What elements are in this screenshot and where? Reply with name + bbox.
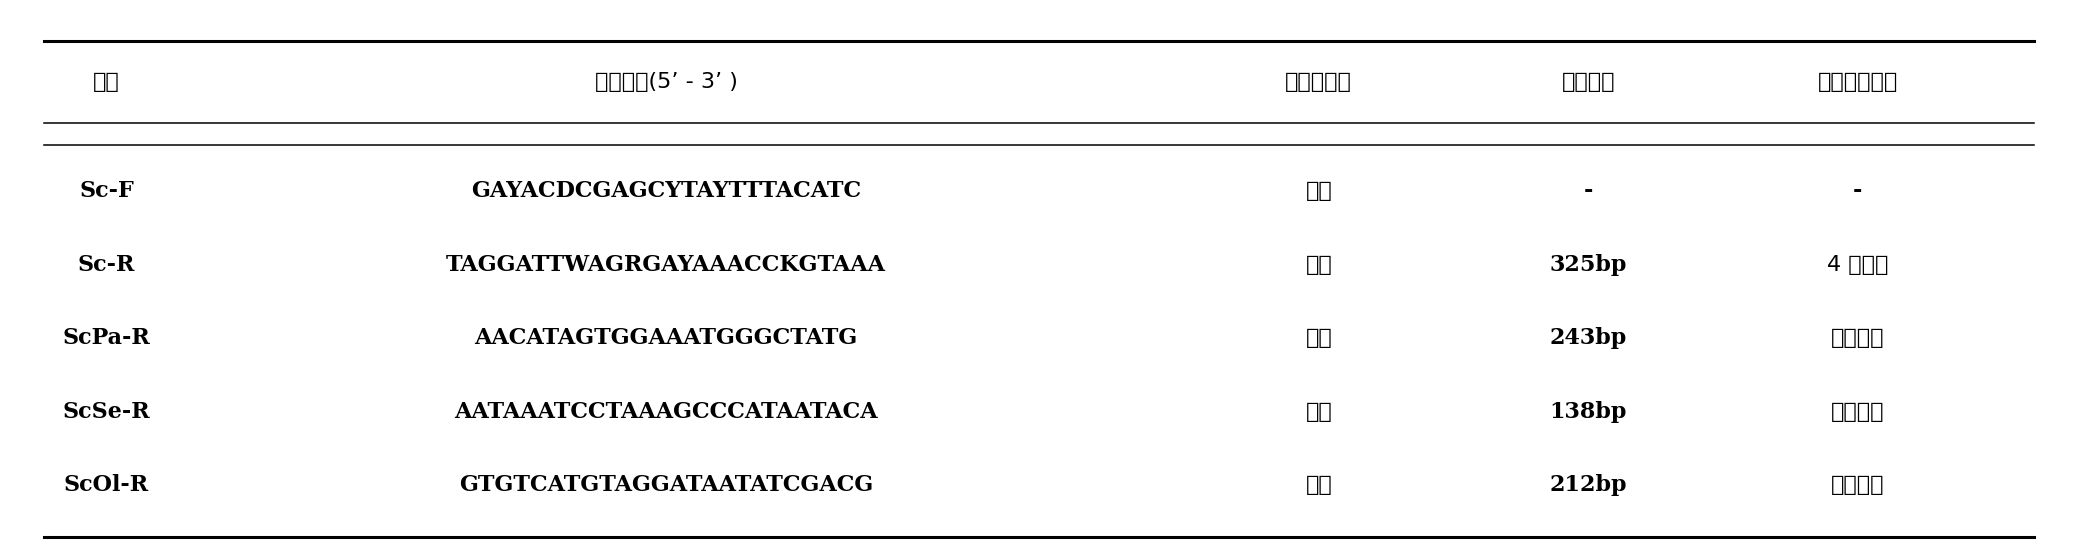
Text: Sc-R: Sc-R	[77, 253, 135, 276]
Text: 325bp: 325bp	[1550, 253, 1627, 276]
Text: 拟穴青蟹: 拟穴青蟹	[1831, 328, 1885, 348]
Text: ScOl-R: ScOl-R	[64, 474, 150, 496]
Text: 138bp: 138bp	[1550, 401, 1627, 423]
Text: ScPa-R: ScPa-R	[62, 327, 150, 349]
Text: GAYACDCGAGCYTAYTTTACATC: GAYACDCGAGCYTAYTTTACATC	[472, 180, 860, 202]
Text: GTGTCATGTAGGATAATATCGACG: GTGTCATGTAGGATAATATCGACG	[459, 474, 873, 496]
Text: 锯缘青蟹: 锯缘青蟹	[1831, 402, 1885, 422]
Text: 212bp: 212bp	[1550, 474, 1627, 496]
Text: 反向: 反向	[1305, 328, 1332, 348]
Text: 正向或反向: 正向或反向	[1286, 72, 1353, 92]
Text: 引物序列(5’ - 3’ ): 引物序列(5’ - 3’ )	[594, 72, 738, 92]
Text: -: -	[1583, 180, 1594, 202]
Text: AATAAATCCTAAAGCCCATAATACA: AATAAATCCTAAAGCCCATAATACA	[455, 401, 877, 423]
Text: Sc-F: Sc-F	[79, 180, 133, 202]
Text: 榄绿青蟹: 榄绿青蟹	[1831, 476, 1885, 495]
Text: 正向: 正向	[1305, 181, 1332, 201]
Text: 243bp: 243bp	[1550, 327, 1627, 349]
Text: 名称: 名称	[94, 72, 121, 92]
Text: -: -	[1854, 180, 1862, 202]
Text: 所鉴定的物种: 所鉴定的物种	[1818, 72, 1897, 92]
Text: 反向: 反向	[1305, 402, 1332, 422]
Text: 反向: 反向	[1305, 255, 1332, 274]
Text: 产物大小: 产物大小	[1561, 72, 1615, 92]
Text: 4 种青蟹: 4 种青蟹	[1827, 255, 1889, 274]
Text: AACATAGTGGAAATGGGCTATG: AACATAGTGGAAATGGGCTATG	[474, 327, 858, 349]
Text: ScSe-R: ScSe-R	[62, 401, 150, 423]
Text: 反向: 反向	[1305, 476, 1332, 495]
Text: TAGGATTWAGRGAYAAACCKGTAAA: TAGGATTWAGRGAYAAACCKGTAAA	[447, 253, 885, 276]
